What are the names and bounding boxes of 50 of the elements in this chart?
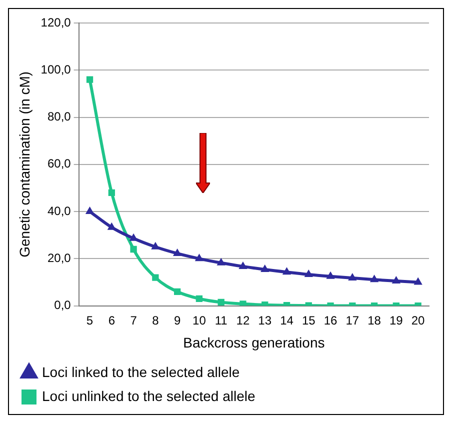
point xyxy=(392,276,400,284)
legend-label: Loci linked to the selected allele xyxy=(42,364,240,380)
y-tick-label: 0,0 xyxy=(54,298,72,312)
point xyxy=(196,295,203,302)
y-axis-title: Genetic contamination (in cM) xyxy=(16,71,32,258)
point xyxy=(173,248,182,256)
point xyxy=(86,207,94,214)
y-tick-label: 60,0 xyxy=(47,156,72,171)
x-tick-label: 19 xyxy=(389,313,404,328)
point xyxy=(195,254,204,262)
x-tick-label: 11 xyxy=(214,313,228,328)
point xyxy=(174,288,181,295)
point xyxy=(152,274,159,281)
x-tick-label: 16 xyxy=(324,313,338,328)
point xyxy=(239,262,247,269)
x-tick-label: 18 xyxy=(368,313,382,328)
point xyxy=(151,242,160,250)
x-tick-label: 5 xyxy=(86,313,94,328)
x-axis-title: Backcross generations xyxy=(183,334,325,350)
x-tick-label: 13 xyxy=(258,313,272,328)
point xyxy=(326,272,334,279)
x-tick-label: 12 xyxy=(236,313,250,328)
point xyxy=(86,76,94,83)
y-tick-label: 20,0 xyxy=(47,250,72,265)
x-tick-label: 14 xyxy=(280,313,294,328)
point xyxy=(370,275,378,282)
point xyxy=(304,270,313,277)
point xyxy=(108,222,116,230)
y-tick-label: 100,0 xyxy=(40,62,72,76)
point xyxy=(282,268,291,275)
x-tick-label: 20 xyxy=(411,313,426,328)
x-tick-label: 15 xyxy=(302,313,316,328)
x-tick-label: 7 xyxy=(130,313,138,328)
point xyxy=(348,273,356,280)
y-tick-label: 40,0 xyxy=(47,204,72,218)
y-tick-label: 120,0 xyxy=(40,15,72,30)
point xyxy=(217,258,226,266)
point xyxy=(260,265,269,272)
x-tick-label: 9 xyxy=(174,313,181,328)
y-tick-label: 80,0 xyxy=(47,110,72,124)
x-tick-label: 17 xyxy=(346,313,360,328)
point xyxy=(130,246,137,253)
x-tick-label: 6 xyxy=(108,313,116,328)
point xyxy=(218,298,224,306)
point xyxy=(108,189,115,196)
point xyxy=(414,278,422,285)
x-tick-label: 8 xyxy=(152,313,160,328)
point xyxy=(240,300,246,306)
legend-label: Loci unlinked to the selected allele xyxy=(42,388,256,404)
x-tick-label: 10 xyxy=(192,313,206,328)
